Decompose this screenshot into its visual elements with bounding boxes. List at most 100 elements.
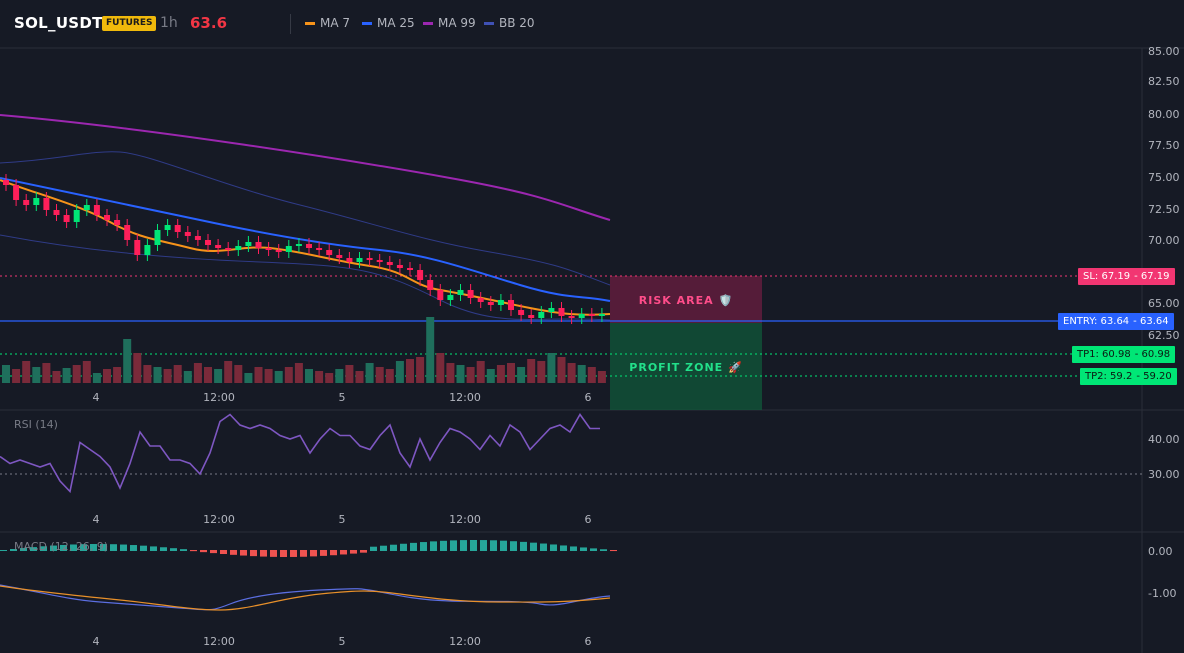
candlestick-series[interactable] — [3, 174, 605, 324]
macd-histogram-bar — [450, 540, 457, 551]
macd-histogram-bar — [550, 544, 557, 551]
tp2-axis-number: 59.20 — [1143, 371, 1172, 382]
macd-histogram-bar — [130, 545, 137, 551]
macd-histogram-bar — [110, 544, 117, 551]
candle-body — [518, 310, 525, 315]
macd-title: MACD (12, 26, 9) — [14, 540, 108, 553]
volume-bar — [345, 365, 354, 383]
candle-body — [437, 290, 444, 300]
candle-body — [235, 246, 242, 250]
legend-ma25[interactable]: MA 25 — [362, 16, 415, 30]
volume-bar — [103, 369, 111, 383]
last-price: 63.6 — [190, 14, 228, 32]
ma7-line — [0, 179, 611, 316]
legend-ma7[interactable]: MA 7 — [305, 16, 350, 30]
macd-histogram-bar — [420, 542, 427, 551]
sl-tag[interactable]: SL: 67.19- 67.19 — [1078, 268, 1175, 285]
macd-histogram-bar — [30, 547, 37, 551]
volume-bar — [587, 367, 596, 383]
candle-body — [538, 312, 545, 318]
entry-tag[interactable]: ENTRY: 63.64- 63.64 — [1058, 313, 1174, 330]
candle-body — [497, 300, 504, 305]
volume-bar — [416, 357, 425, 383]
candle-body — [194, 236, 201, 240]
legend-ma7-label: MA 7 — [320, 16, 351, 30]
volume-bar — [113, 367, 122, 383]
macd-histogram-bar — [580, 547, 587, 551]
ma25-swatch-icon — [362, 22, 372, 25]
entry-tag-label: ENTRY: 63.64 — [1063, 316, 1130, 327]
chart-header: SOL_USDT FUTURES 1h 63.6 MA 7 MA 25 MA 9… — [0, 0, 1184, 48]
macd-histogram-bar — [490, 540, 497, 551]
macd-histogram-bar — [480, 540, 487, 551]
macd-histogram-bar — [610, 550, 617, 552]
candle-body — [154, 230, 161, 245]
volume-bar — [537, 361, 546, 383]
macd-histogram-bar — [260, 550, 267, 557]
candle-body — [558, 308, 565, 316]
sl-axis-number: 67.19 — [1140, 271, 1170, 282]
macd-histogram-bar — [280, 550, 287, 557]
macd-histogram-bar — [250, 550, 257, 557]
volume-bar — [224, 361, 233, 383]
volume-bar — [72, 365, 81, 383]
volume-bar — [476, 361, 485, 383]
price-tick-77-5: 77.50 — [1148, 139, 1180, 152]
profit-zone[interactable] — [610, 323, 762, 410]
macd-histogram-bar — [510, 541, 517, 551]
symbol-name[interactable]: SOL_USDT — [14, 14, 103, 32]
macd-time-6: 6 — [585, 635, 592, 648]
macd-histogram — [0, 540, 617, 557]
macd-histogram-bar — [60, 544, 67, 551]
macd-histogram-bar — [120, 544, 127, 551]
volume-bar — [193, 363, 202, 383]
rsi-time-1200b: 12:00 — [449, 513, 481, 526]
macd-histogram-bar — [190, 550, 197, 552]
macd-histogram-bar — [410, 542, 417, 551]
macd-tick-0: 0.00 — [1148, 545, 1173, 558]
macd-histogram-bar — [500, 540, 507, 551]
candle-body — [508, 300, 514, 310]
macd-tick-minus1: -1.00 — [1148, 587, 1176, 600]
candle-body — [447, 295, 454, 300]
volume-bar — [305, 369, 313, 383]
time-tick-1200: 12:00 — [203, 391, 235, 404]
risk-area-label: RISK AREA 🛡️ — [639, 294, 733, 307]
ma25-line — [0, 177, 611, 302]
candle-body — [43, 198, 50, 210]
candle-body — [578, 314, 585, 318]
tp2-tag[interactable]: TP2: 59.2- 59.20 — [1080, 368, 1177, 385]
legend-bb20[interactable]: BB 20 — [484, 16, 535, 30]
price-tick-65: 65.00 — [1148, 297, 1180, 310]
candle-body — [417, 270, 424, 280]
legend-ma99[interactable]: MA 99 — [423, 16, 476, 30]
macd-histogram-bar — [380, 545, 387, 551]
candle-body — [528, 315, 535, 318]
candle-body — [33, 198, 40, 205]
volume-bar — [183, 371, 192, 383]
volume-bar — [496, 365, 505, 383]
ma99-line — [0, 114, 611, 221]
tp1-tag[interactable]: TP1: 60.98- 60.98 — [1072, 346, 1176, 363]
candle-body — [457, 290, 464, 295]
risk-area-zone[interactable] — [610, 276, 762, 323]
macd-histogram-bar — [20, 548, 27, 551]
timeframe-label[interactable]: 1h — [160, 15, 178, 31]
volume-bar — [153, 367, 162, 383]
candle-body — [407, 268, 413, 270]
candle-body — [396, 265, 403, 268]
volume-bar — [244, 373, 253, 383]
macd-histogram-bar — [530, 542, 537, 551]
candle-body — [184, 232, 191, 236]
macd-histogram-bar — [230, 550, 237, 555]
profit-zone-label: PROFIT ZONE 🚀 — [629, 361, 742, 374]
volume-bar — [254, 367, 263, 383]
macd-histogram-bar — [370, 546, 377, 551]
sl-axis-value: - 67.19 — [1134, 271, 1170, 282]
candle-body — [83, 205, 90, 210]
volume-bar — [597, 371, 606, 383]
macd-histogram-bar — [350, 550, 357, 554]
volume-bar — [375, 367, 384, 383]
candle-body — [245, 242, 252, 246]
